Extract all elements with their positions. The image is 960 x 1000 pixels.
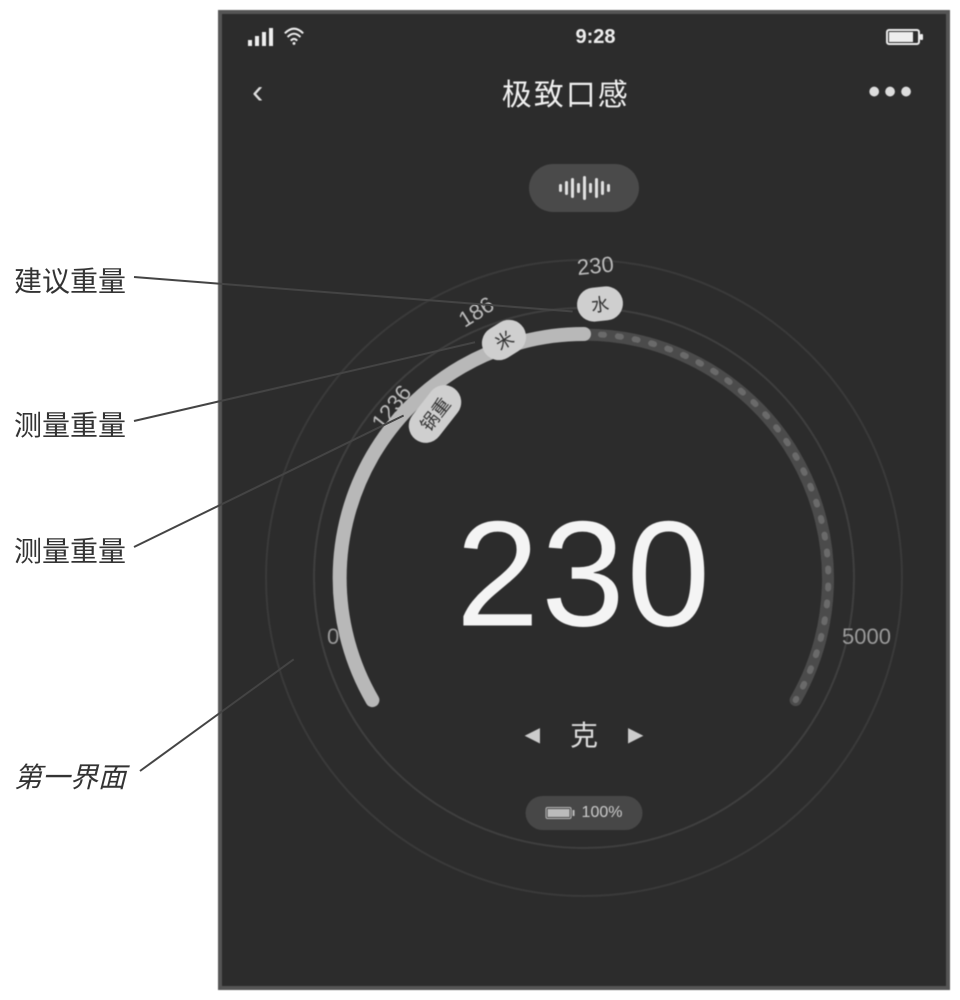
unit-label: 克 xyxy=(570,714,598,754)
voice-button[interactable] xyxy=(529,164,639,212)
back-button[interactable]: ‹ xyxy=(252,73,263,112)
scale-max-label: 5000 xyxy=(842,624,891,650)
unit-next-icon[interactable]: ▶ xyxy=(628,722,643,747)
status-bar: 9:28 xyxy=(222,20,946,54)
more-button[interactable]: ••• xyxy=(868,73,916,112)
unit-selector[interactable]: ◀ 克 ▶ xyxy=(525,714,644,754)
marker-value: 230 xyxy=(576,251,615,281)
wifi-icon xyxy=(283,26,305,48)
phone-frame: 9:28 ‹ 极致口感 ••• xyxy=(218,10,950,990)
annotation-suggested-weight: 建议重量 xyxy=(14,260,126,300)
marker-water-weight[interactable]: 水 230 xyxy=(575,285,624,324)
battery-percent-text: 100% xyxy=(582,804,623,822)
annotation-measured-weight-2: 测量重量 xyxy=(14,530,126,570)
first-screen: 9:28 ‹ 极致口感 ••• xyxy=(222,14,946,986)
page-title: 极致口感 xyxy=(502,70,630,114)
battery-icon xyxy=(886,29,920,45)
annotation-first-screen: 第一界面 xyxy=(14,756,126,796)
annotation-measured-weight-1: 测量重量 xyxy=(14,404,126,444)
current-weight-value: 230 xyxy=(456,488,712,661)
scale-min-label: 0 xyxy=(327,624,339,650)
device-battery-pill: 100% xyxy=(526,796,643,830)
status-time: 9:28 xyxy=(575,26,615,49)
unit-prev-icon[interactable]: ◀ xyxy=(525,722,540,747)
cellular-signal-icon xyxy=(248,28,273,46)
battery-small-icon xyxy=(546,807,572,819)
nav-bar: ‹ 极致口感 ••• xyxy=(222,62,946,122)
marker-pill: 水 xyxy=(575,285,624,324)
